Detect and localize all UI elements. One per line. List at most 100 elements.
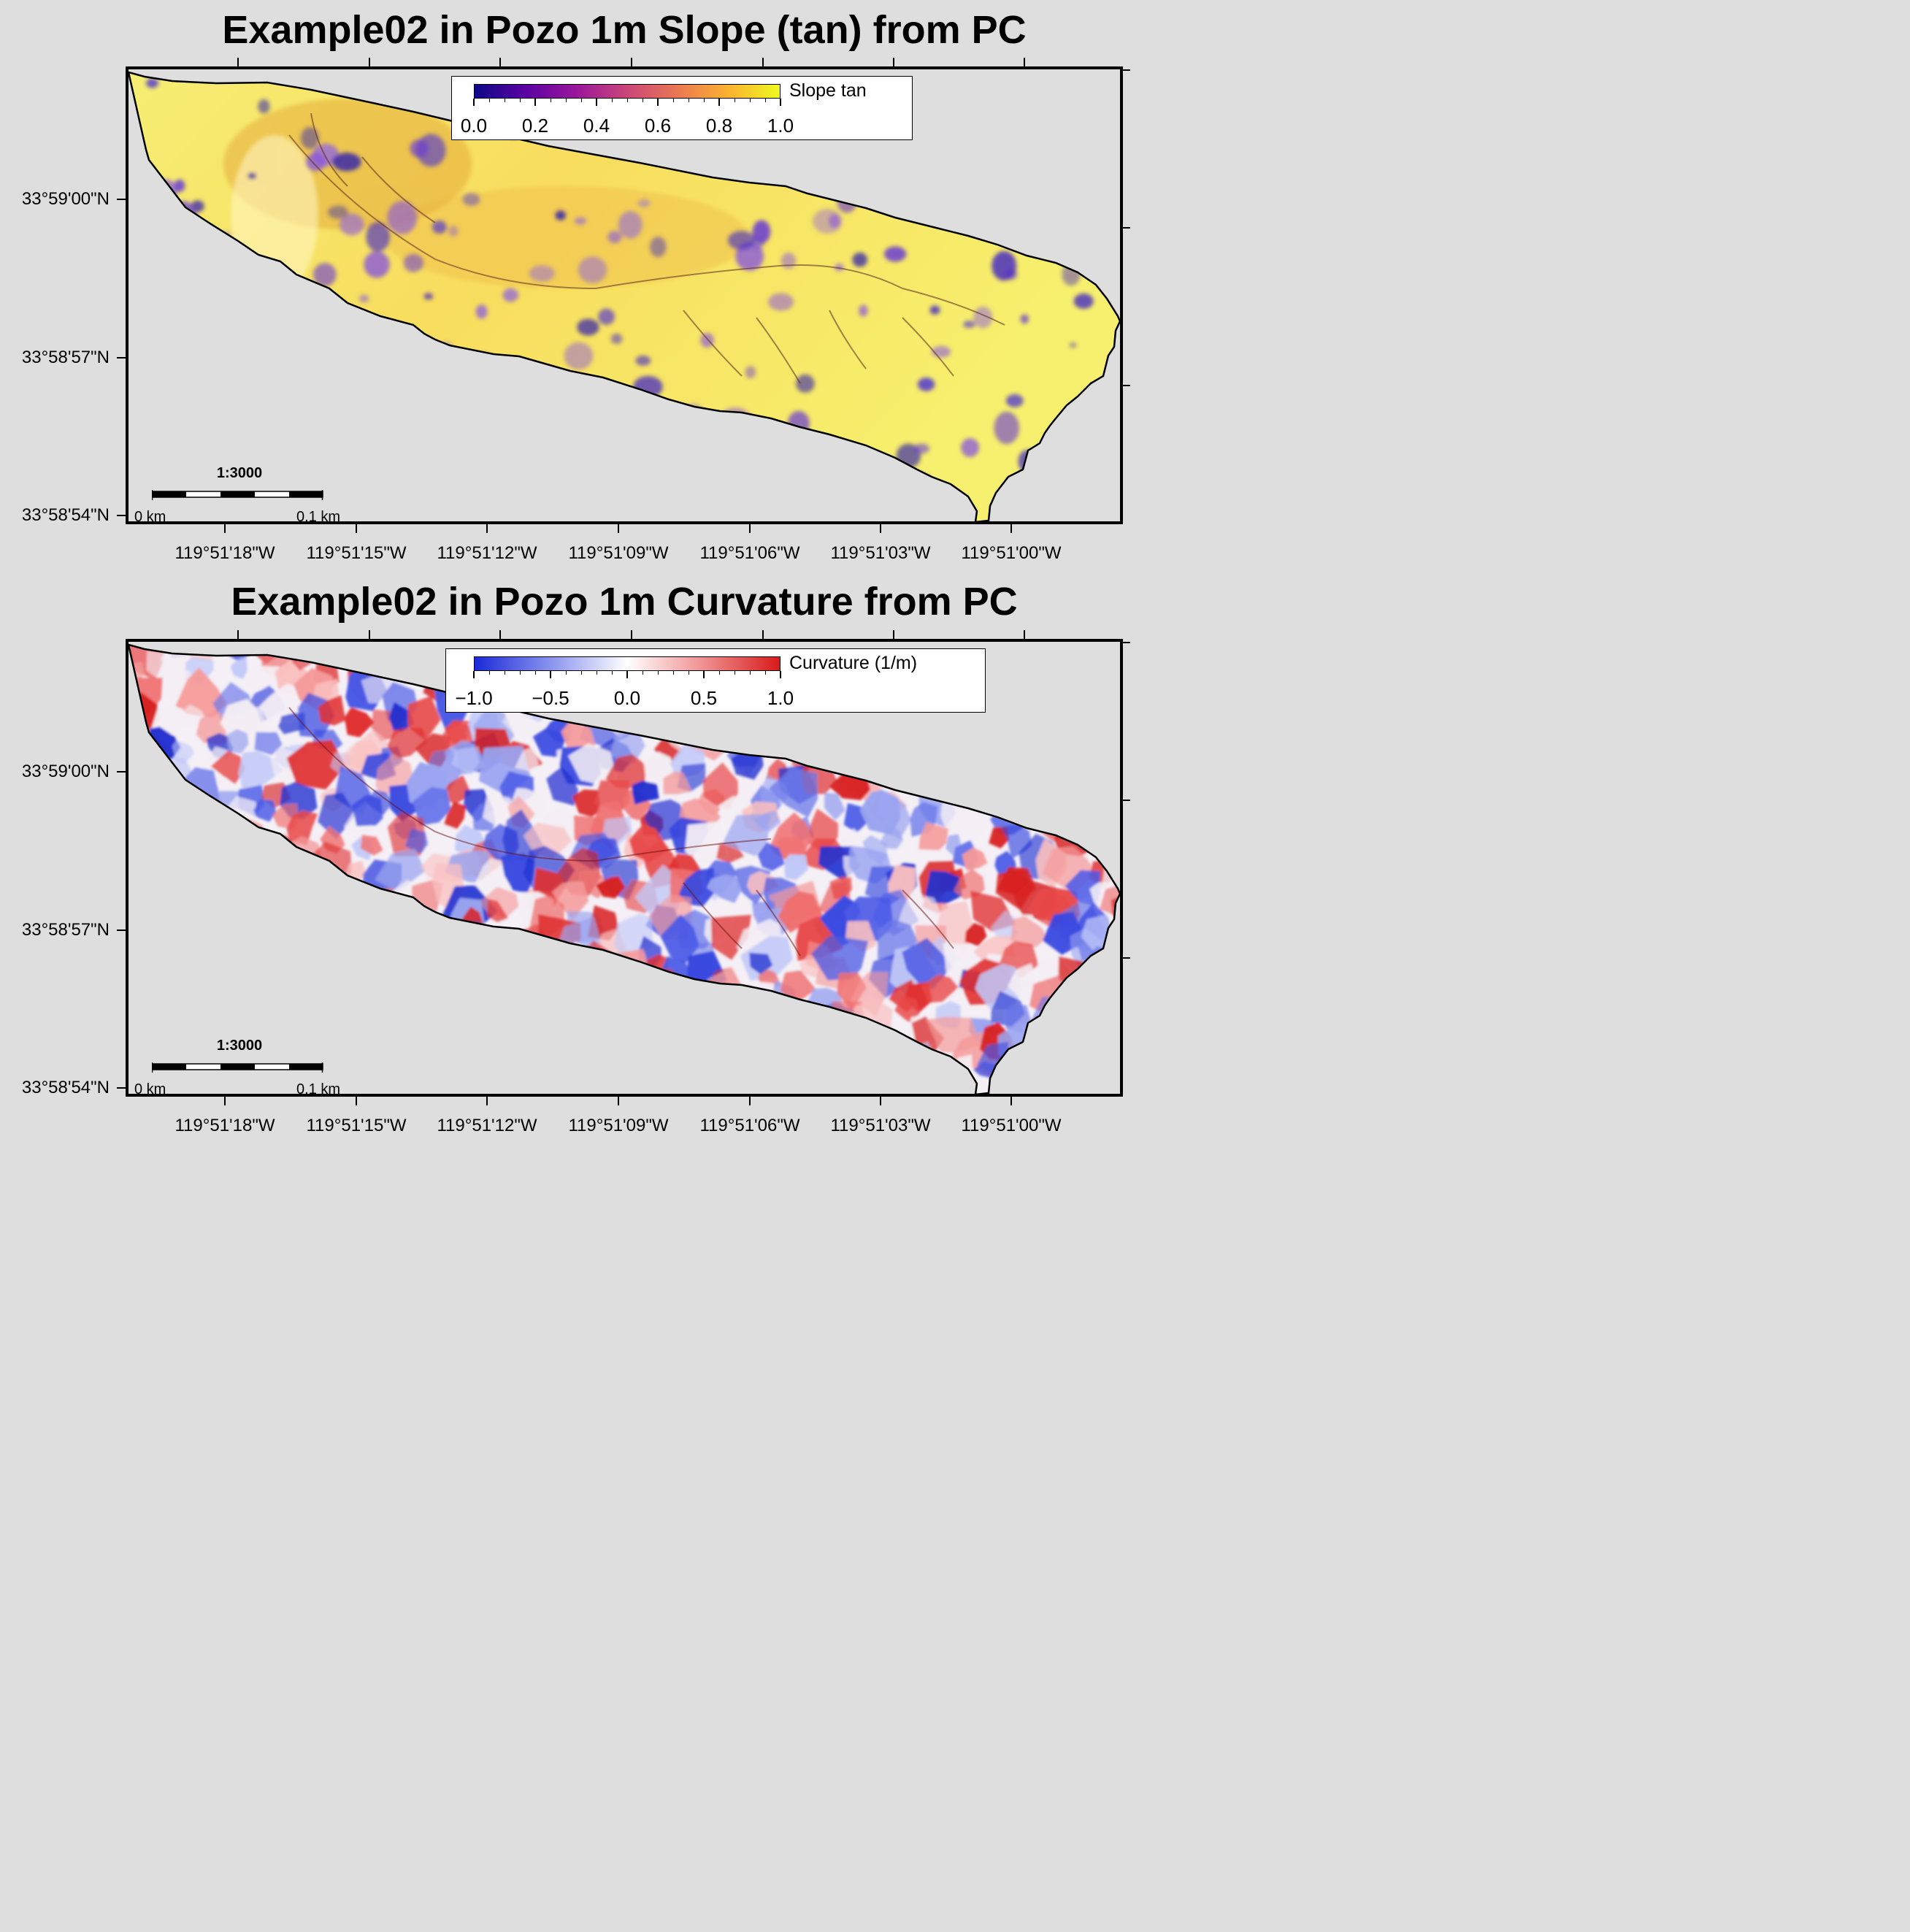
curvature-lon-tick-bottom-4 [618,1097,619,1105]
curvature-cell [210,870,237,896]
curvature-cell [619,1083,667,1094]
curvature-cell [1107,702,1120,721]
curvature-cell [1079,1070,1117,1094]
curvature-cell [383,914,426,965]
curvature-cell [811,935,869,981]
curvature-cell [923,750,956,782]
curvature-cell [327,645,358,662]
curvature-cell [527,1086,567,1094]
curvature-colorbar-minor-tick [718,671,720,675]
slope-low-spot [787,410,810,436]
slope-colorbar-minor-tick [534,99,536,102]
curvature-cell [1105,648,1120,688]
curvature-cell [369,1062,396,1089]
slope-colorbar-minor-tick [657,99,659,102]
curvature-colorbar-minor-tick [749,671,751,675]
curvature-cell [685,821,728,862]
curvature-colorbar-tick-label-4: 0.5 [690,687,718,709]
curvature-cell [848,1067,873,1089]
slope-low-spot [883,246,907,262]
curvature-lon-tick-top-2 [369,630,370,639]
curvature-cell [318,932,358,968]
curvature-cell [1112,978,1120,1008]
slope-low-spot [577,318,599,336]
curvature-cell [731,986,767,1032]
curvature-cell [462,1021,518,1065]
curvature-cell [515,1054,554,1089]
curvature-cell [632,781,659,805]
curvature-cell [700,1019,744,1061]
slope-lon-tick-bottom-6 [880,524,881,533]
curvature-cell [834,710,856,739]
slope-colorbar-tick-label-1: 0.0 [460,115,488,137]
slope-map-frame[interactable]: Slope tan 0.0 0.2 0.4 0.6 0.8 1.0 1:3000 0 km… [126,66,1123,524]
curvature-cell [345,1045,371,1068]
curvature-cell [1103,955,1120,976]
curvature-cell [634,1065,677,1094]
curvature-cell [134,1000,172,1032]
slope-low-spot [1066,162,1088,188]
curvature-cell [824,792,845,821]
curvature-cell [169,886,202,916]
curvature-lon-tick-top-6 [893,630,894,639]
slope-colorbar-minor-tick [703,99,705,102]
curvature-cell [385,948,423,980]
curvature-cell [765,1044,787,1067]
curvature-cell [1086,787,1120,827]
slope-lon-tick-bottom-5 [749,524,751,533]
curvature-cell [236,920,266,954]
slope-lon-tick-top-6 [893,58,894,66]
curvature-cell [282,861,328,913]
curvature-scalebar-bar [152,1062,323,1073]
slope-low-spot [301,127,319,150]
curvature-cell [1032,742,1059,765]
curvature-cell [573,1004,600,1035]
slope-lon-label-3: 119°51'12"W [437,543,537,563]
curvature-cell [1099,673,1120,705]
curvature-cell [139,819,178,862]
curvature-cell [312,1030,342,1059]
curvature-lat-label-1: 33°59'00"N [21,762,110,781]
slope-low-spot [796,374,815,393]
curvature-cell [596,876,626,899]
slope-low-spot [220,502,238,521]
curvature-map-frame[interactable]: Curvature (1/m) −1.0 −0.5 0.0 0.5 1.0 1:3000… [126,639,1123,1097]
curvature-cell [184,805,237,843]
curvature-cell [859,716,914,770]
slope-scalebar-bar [152,490,323,500]
slope-low-spot [914,473,929,489]
curvature-cell [360,835,383,856]
curvature-cell [387,727,426,759]
curvature-lon-label-4: 119°51'09"W [568,1116,669,1135]
curvature-cell [162,894,207,929]
curvature-right-tick-1 [1123,642,1130,643]
curvature-cell [1094,1000,1120,1024]
curvature-cell [778,891,824,933]
curvature-lon-tick-bottom-2 [356,1097,357,1105]
slope-low-spot [1024,205,1052,227]
curvature-lon-tick-bottom-5 [749,1097,751,1105]
curvature-cell [1056,722,1092,762]
curvature-lon-tick-top-5 [762,630,764,639]
curvature-cell [1051,645,1092,672]
slope-low-spot [736,466,762,496]
curvature-lat-tick-2 [117,929,126,931]
curvature-cell [195,819,245,865]
slope-colorbar-minor-tick [488,99,490,102]
curvature-cell [829,876,852,900]
slope-low-spot [348,424,367,444]
curvature-cell [1023,718,1050,747]
curvature-cell [499,977,537,1013]
curvature-lat-tick-1 [117,771,126,773]
curvature-cell [1056,1054,1086,1089]
curvature-cell [713,1012,751,1043]
slope-low-spot [247,426,262,440]
curvature-cell [887,1084,915,1094]
curvature-cell [354,645,384,656]
slope-low-spot [948,139,958,148]
slope-low-spot [437,469,463,497]
curvature-cell [134,902,177,955]
curvature-cell [246,666,280,690]
curvature-cell [897,737,935,766]
curvature-cell [453,921,489,958]
